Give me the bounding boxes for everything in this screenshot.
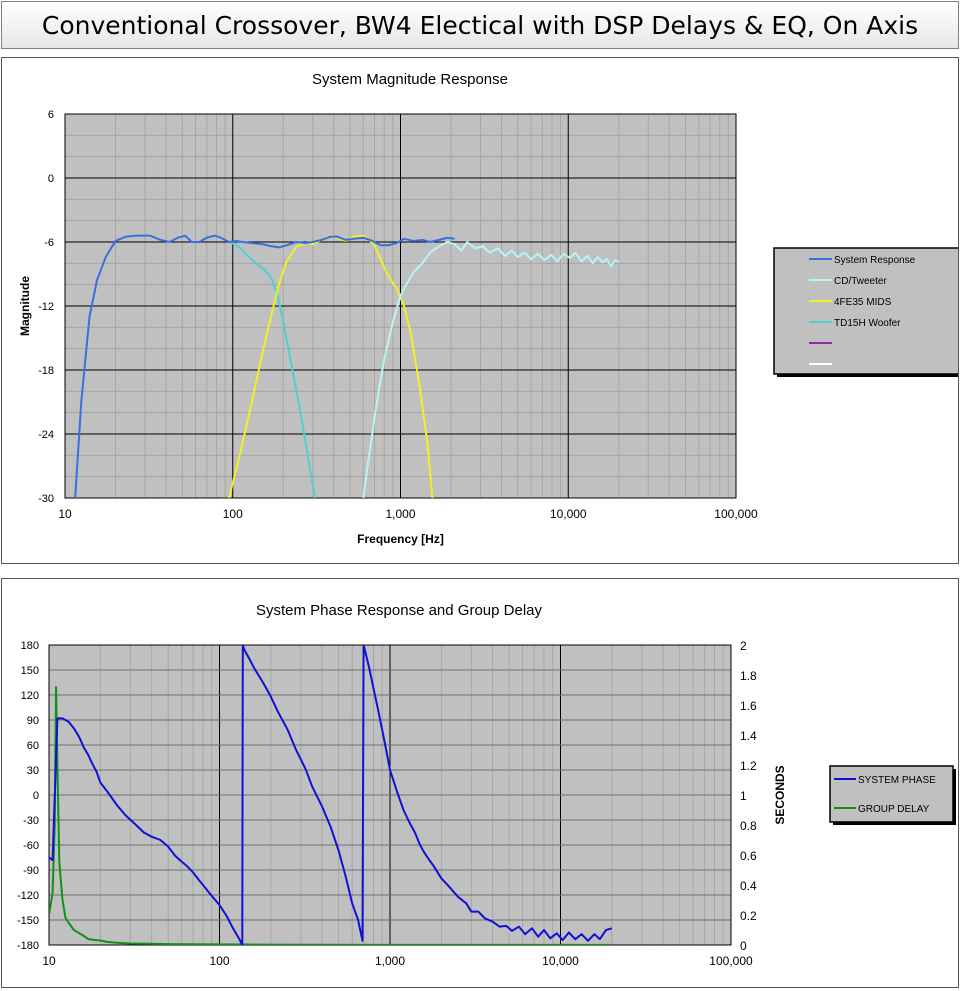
x-tick-label: 100 xyxy=(209,954,229,968)
x-tick-label: 1,000 xyxy=(375,954,405,968)
chart-title: System Phase Response and Group Delay xyxy=(256,602,542,619)
series-line xyxy=(49,686,612,945)
y-tick-label: -150 xyxy=(17,915,39,927)
y2-tick-label: 1.4 xyxy=(740,729,757,743)
y-tick-label: -120 xyxy=(17,890,39,902)
x-tick-label: 10 xyxy=(42,954,56,968)
legend-label: TD15H Woofer xyxy=(834,318,901,329)
series-line xyxy=(228,234,434,498)
y-tick-label: -24 xyxy=(38,429,54,441)
y-tick-label: -6 xyxy=(44,237,54,249)
y-tick-label: 60 xyxy=(27,740,39,752)
x-tick-label: 1,000 xyxy=(385,507,415,521)
y2-tick-label: 0.6 xyxy=(740,849,757,863)
y-tick-label: 6 xyxy=(48,109,54,121)
y-tick-label: -60 xyxy=(23,840,39,852)
y-tick-label: 120 xyxy=(21,690,39,702)
y-tick-label: -180 xyxy=(17,940,39,952)
x-tick-label: 100,000 xyxy=(709,954,753,968)
y-tick-label: 180 xyxy=(21,640,39,652)
y-tick-label: -90 xyxy=(23,865,39,877)
y2-tick-label: 0.8 xyxy=(740,819,757,833)
y-tick-label: -30 xyxy=(38,493,54,505)
chart-title: System Magnitude Response xyxy=(312,71,508,88)
y-tick-label: 150 xyxy=(21,665,39,677)
y2-tick-label: 0.4 xyxy=(740,879,757,893)
series-line xyxy=(49,645,613,945)
x-tick-label: 100 xyxy=(223,507,243,521)
page-title: Conventional Crossover, BW4 Electical wi… xyxy=(1,1,959,49)
series-line xyxy=(74,234,455,498)
legend-label: System Response xyxy=(834,255,916,266)
y2-tick-label: 0 xyxy=(740,939,747,953)
series-line xyxy=(362,241,620,498)
y2-tick-label: 1 xyxy=(740,789,747,803)
y2-tick-label: 0.2 xyxy=(740,909,757,923)
legend-label: CD/Tweeter xyxy=(834,276,887,287)
y-tick-label: -18 xyxy=(38,365,54,377)
legend-box xyxy=(773,247,958,375)
y2-axis-label: SECONDS xyxy=(773,765,787,824)
x-axis-label: Frequency [Hz] xyxy=(357,532,444,546)
y2-tick-label: 1.2 xyxy=(740,759,757,773)
x-tick-label: 10,000 xyxy=(550,507,587,521)
legend-label: 4FE35 MIDS xyxy=(834,297,892,308)
legend-label: GROUP DELAY xyxy=(858,804,930,815)
y2-tick-label: 2 xyxy=(740,639,747,653)
y-tick-label: 0 xyxy=(48,173,54,185)
y-axis-label: Magnitude xyxy=(18,276,32,336)
y-tick-label: 0 xyxy=(33,790,39,802)
legend-label: SYSTEM PHASE xyxy=(858,775,936,786)
magnitude-chart: System Magnitude Response 10 100 1,000 10,00… xyxy=(18,71,958,546)
y-tick-label: -12 xyxy=(38,301,54,313)
x-tick-label: 10 xyxy=(58,507,72,521)
y-tick-label: 30 xyxy=(27,765,39,777)
x-tick-label: 10,000 xyxy=(542,954,579,968)
y2-tick-label: 1.6 xyxy=(740,699,757,713)
magnitude-chart-panel: System Magnitude Response 10 100 1,000 10,00… xyxy=(1,57,959,564)
phase-chart-panel: System Phase Response and Group Delay 10 1… xyxy=(1,578,959,988)
x-tick-label: 100,000 xyxy=(714,507,758,521)
y-tick-label: -30 xyxy=(23,815,39,827)
y2-tick-label: 1.8 xyxy=(740,669,757,683)
y-tick-label: 90 xyxy=(27,715,39,727)
series-line xyxy=(228,241,317,498)
legend-box xyxy=(829,765,954,823)
plot-border xyxy=(64,113,737,499)
